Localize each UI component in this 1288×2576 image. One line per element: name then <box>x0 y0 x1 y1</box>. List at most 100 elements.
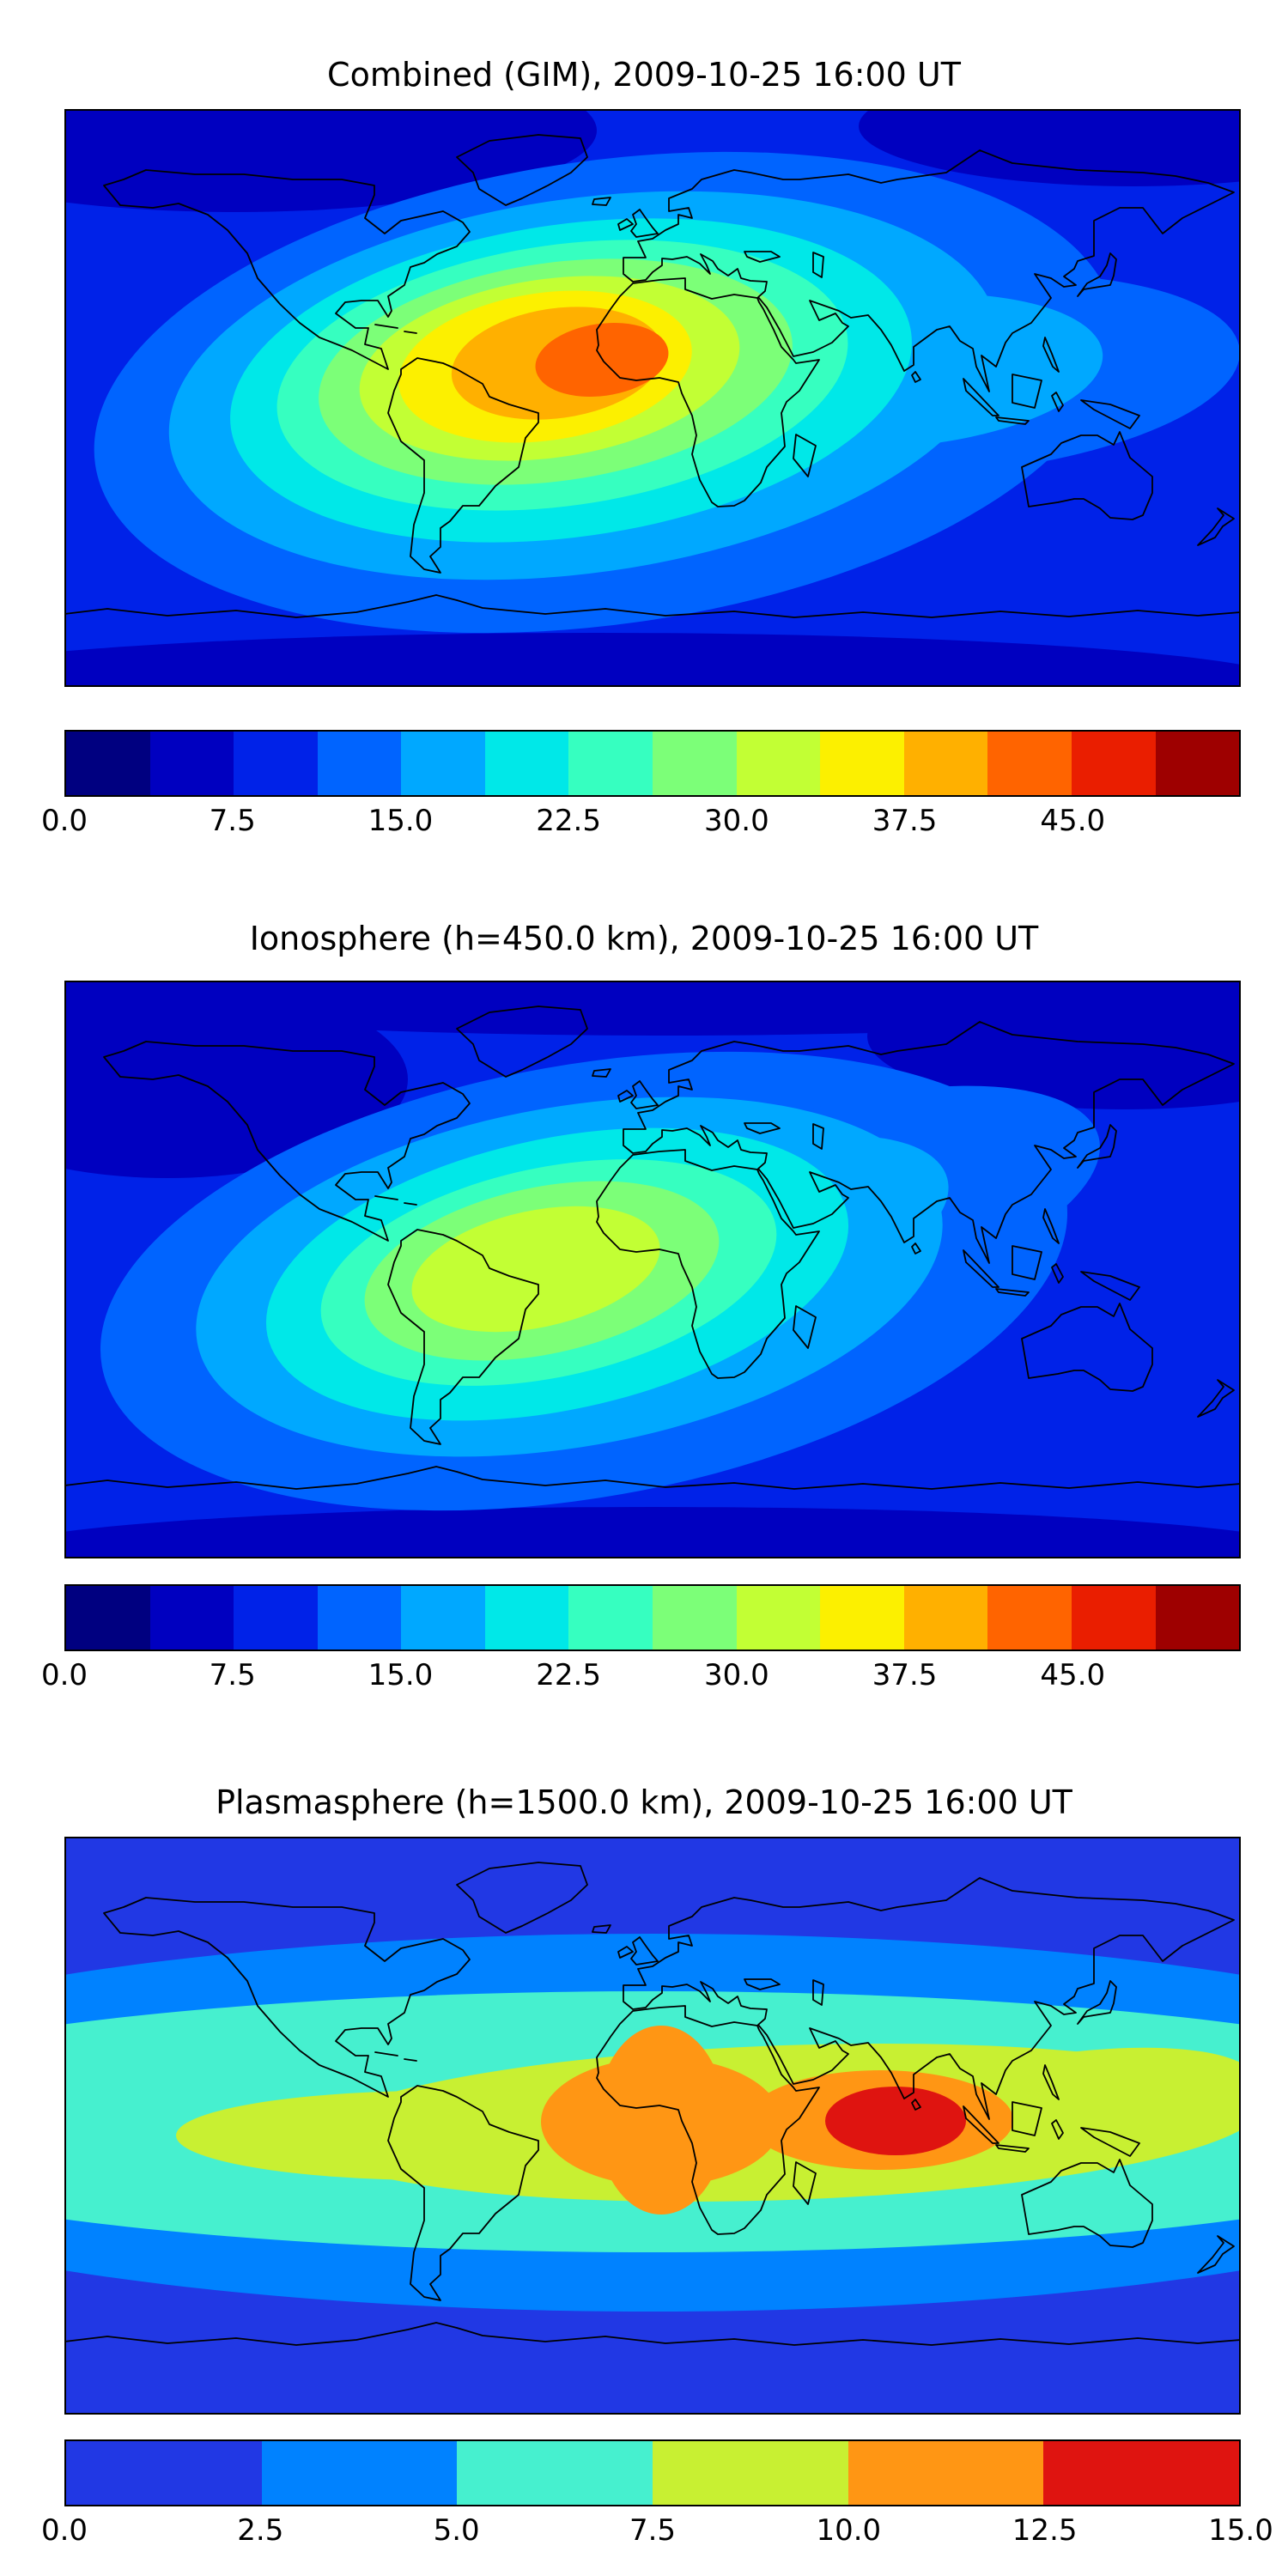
coastline <box>812 1123 824 1150</box>
map-border <box>64 981 1241 1558</box>
coastline <box>1080 1271 1140 1301</box>
coastline <box>387 1229 539 1445</box>
colorbar-segment <box>401 1586 485 1649</box>
coastline <box>963 1249 999 1288</box>
colorbar-segment <box>987 1586 1072 1649</box>
coastline <box>1051 392 1064 412</box>
coastline <box>1080 2127 1140 2157</box>
tick-label: 5.0 <box>433 2513 480 2548</box>
tick-label: 7.5 <box>209 804 256 838</box>
coastline <box>744 251 781 263</box>
map-title-ionosphere: Ionosphere (h=450.0 km), 2009-10-25 16:0… <box>249 920 1039 957</box>
colorbar-ticks-combined: 0.0 7.5 15.0 22.5 30.0 37.5 45.0 <box>41 804 1241 841</box>
coastline <box>404 2058 417 2062</box>
colorbar-segment <box>234 732 318 795</box>
colorbar-combined <box>64 730 1241 797</box>
colorbar-segment <box>317 1586 402 1649</box>
colorbar-segment <box>987 732 1072 795</box>
tick-label: 37.5 <box>872 804 938 838</box>
colorbar-ionosphere <box>64 1584 1241 1651</box>
coastline <box>1077 1124 1117 1169</box>
map-title-combined: Combined (GIM), 2009-10-25 16:00 UT <box>327 56 961 94</box>
coastline <box>456 134 588 206</box>
colorbar-segment <box>484 732 569 795</box>
coastline <box>911 371 921 383</box>
world-map-plasmasphere <box>64 1837 1241 2415</box>
coastline <box>374 324 398 329</box>
tick-label: 2.5 <box>237 2513 284 2548</box>
tick-label: 45.0 <box>1040 804 1106 838</box>
coastline <box>1197 507 1235 546</box>
coastline <box>1077 1980 1117 2025</box>
coastline <box>793 2161 817 2205</box>
contour-region <box>825 2087 966 2155</box>
coastline <box>630 1936 659 1965</box>
coastline <box>103 1041 471 1242</box>
coastline <box>596 1149 820 1379</box>
coastline <box>1197 1379 1235 1418</box>
map-border <box>64 109 1241 687</box>
colorbar-segment <box>261 2441 458 2505</box>
colorbar-segment <box>820 732 904 795</box>
colorbar-segment <box>568 1586 653 1649</box>
tick-label: 37.5 <box>872 1658 938 1692</box>
coastline <box>793 434 817 477</box>
coastline <box>64 2322 1241 2346</box>
coastline <box>64 594 1241 618</box>
coastline <box>1051 2119 1064 2140</box>
world-map-ionosphere <box>64 981 1241 1558</box>
coastline <box>374 2051 398 2057</box>
colorbar-segment <box>457 2441 653 2505</box>
colorbar-segment <box>66 2441 262 2505</box>
tick-label: 0.0 <box>40 2513 88 2548</box>
coastline <box>374 1195 398 1200</box>
colorbar-segment <box>484 1586 569 1649</box>
coastline <box>911 2099 921 2111</box>
colorbar-segment <box>1155 732 1240 795</box>
coastline <box>1080 399 1140 429</box>
coastline <box>812 1979 824 2006</box>
tick-label: 45.0 <box>1040 1658 1106 1692</box>
coastline <box>995 1288 1030 1297</box>
coastline <box>456 1862 588 1934</box>
coastline <box>1042 1208 1060 1244</box>
coastline <box>404 331 417 334</box>
map-border <box>64 1837 1241 2415</box>
tick-label: 0.0 <box>40 804 88 838</box>
coastline <box>1012 1245 1042 1280</box>
coastline <box>1012 2101 1042 2136</box>
contour-region <box>64 1507 1241 1558</box>
colorbar-segment <box>1071 1586 1156 1649</box>
contour-region <box>597 2026 726 2215</box>
tick-label: 30.0 <box>703 804 769 838</box>
coastline <box>456 1005 588 1078</box>
coastline <box>623 1021 1235 1264</box>
colorbar-segment <box>66 1586 150 1649</box>
coastline <box>995 416 1030 425</box>
colorbar-segment <box>848 2441 1044 2505</box>
coastline <box>744 1122 781 1134</box>
coastline <box>911 1242 921 1255</box>
colorbar-segment <box>568 732 653 795</box>
coastline <box>1042 2064 1060 2100</box>
coastline <box>592 1068 611 1078</box>
colorbar-segment <box>66 732 150 795</box>
coastline <box>995 2144 1030 2153</box>
colorbar-segment <box>149 732 234 795</box>
colorbar-segment <box>1155 1586 1240 1649</box>
colorbar-segment <box>736 1586 821 1649</box>
coastline <box>103 169 471 370</box>
colorbar-segment <box>653 732 737 795</box>
coastline <box>744 1978 781 1990</box>
world-map-combined <box>64 109 1241 687</box>
coastline <box>617 1090 634 1103</box>
colorbar-segment <box>149 1586 234 1649</box>
colorbar-segment <box>820 1586 904 1649</box>
coastline <box>64 1466 1241 1490</box>
coastline <box>1042 337 1060 373</box>
tick-label: 7.5 <box>629 2513 677 2548</box>
colorbar-segment <box>653 2441 848 2505</box>
colorbar-segment <box>653 1586 737 1649</box>
contour-region <box>411 1206 660 1333</box>
coastline <box>617 218 634 231</box>
